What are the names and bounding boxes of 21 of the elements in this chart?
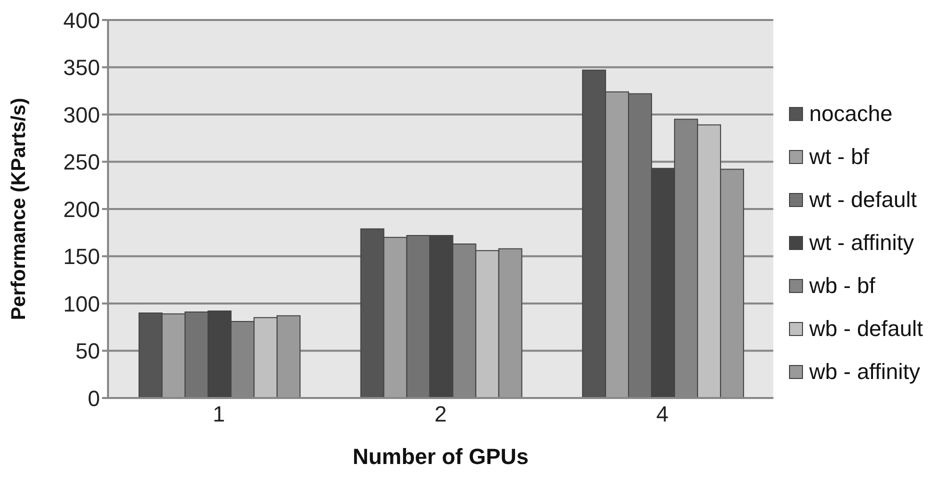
legend-label: nocache: [809, 101, 892, 127]
y-tick-label: 150: [63, 244, 100, 270]
y-tick-label: 250: [63, 150, 100, 175]
y-tick-label: 300: [63, 102, 100, 128]
y-tick-label: 50: [76, 338, 100, 364]
legend-label: wt - bf: [809, 144, 870, 170]
y-tick-label: 400: [63, 8, 100, 33]
legend-label: wb - affinity: [809, 359, 920, 385]
legend-label: wt - default: [809, 187, 917, 213]
y-tick-label: 200: [63, 196, 100, 222]
x-tick-label: 2: [434, 402, 447, 427]
y-tick-label: 0: [88, 386, 100, 411]
x-axis-title: Number of GPUs: [352, 444, 529, 469]
y-tick-label: 350: [63, 55, 100, 80]
x-tick-label: 4: [656, 402, 669, 427]
y-axis-title: Performance (KParts/s): [8, 98, 30, 320]
legend-label: wb - bf: [809, 273, 876, 299]
legend-label: wt - affinity: [809, 230, 914, 256]
x-tick-label: 1: [212, 402, 226, 427]
legend-label: wb - default: [809, 316, 923, 342]
y-tick-label: 100: [63, 291, 100, 316]
